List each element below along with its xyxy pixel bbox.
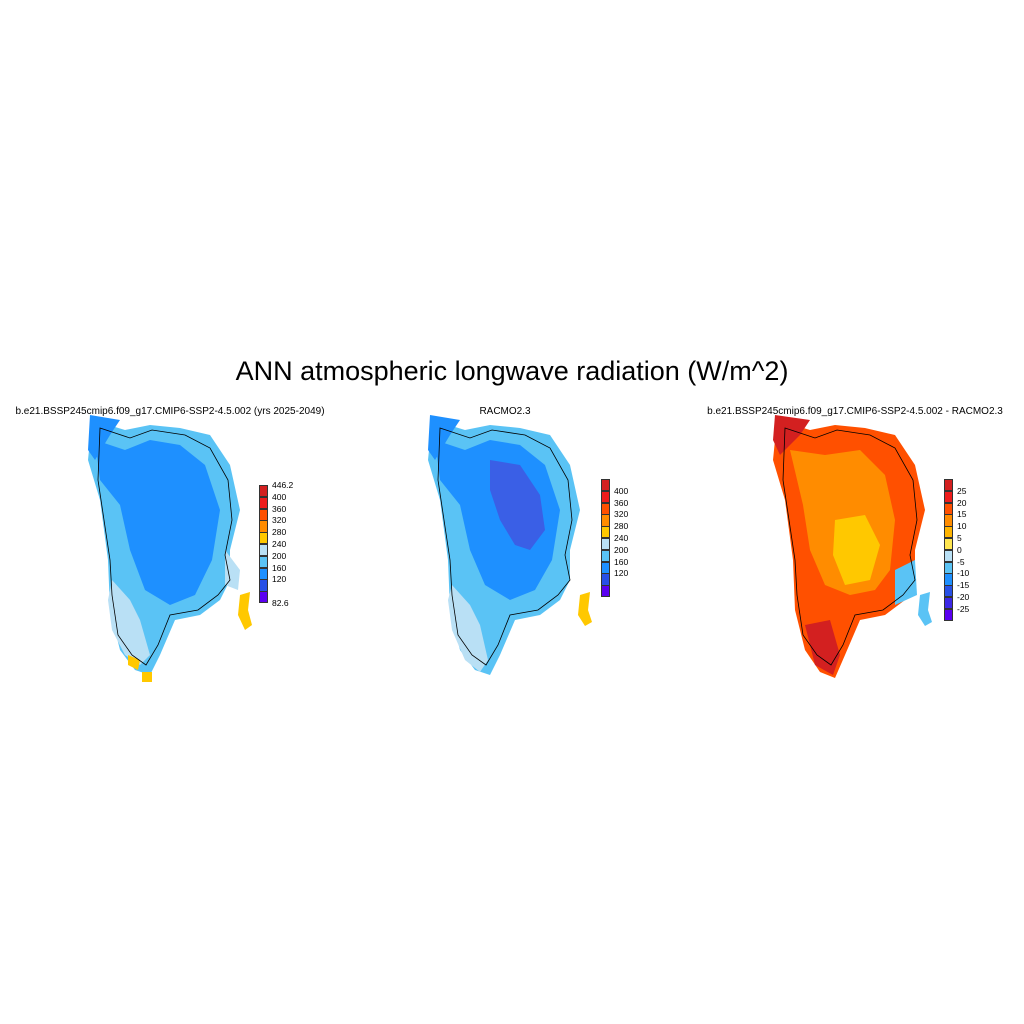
colorbar-swatch (601, 526, 610, 539)
colorbar-swatch (259, 520, 268, 533)
panel-2-map-svg (428, 415, 592, 675)
colorbar-swatch (259, 508, 268, 521)
colorbar-tick-label: 120 (614, 568, 629, 579)
colorbar-swatch (944, 490, 953, 504)
diff-south (805, 620, 840, 675)
fringe-south (108, 580, 150, 665)
colorbar-swatch (601, 561, 610, 574)
colorbar-tick-label: 20 (957, 497, 967, 508)
panel-2-title: RACMO2.3 (479, 406, 531, 417)
colorbar-tick-label: -15 (957, 580, 970, 591)
colorbar-tick-label: 82.6 (272, 598, 289, 608)
colorbar-tick-label: 160 (272, 562, 287, 573)
diff-east-neg (895, 560, 917, 605)
colorbar-tick-label: 160 (614, 556, 629, 567)
panel-1-map (80, 410, 320, 690)
colorbar-tick-label: 200 (272, 550, 287, 561)
colorbar-swatch (944, 479, 953, 492)
panel-1-map-svg (88, 415, 252, 682)
colorbar-swatch (259, 485, 268, 498)
panel-2-map (420, 410, 660, 690)
colorbar-tick-label: 280 (614, 521, 629, 532)
colorbar-tick-label: 200 (614, 544, 629, 555)
colorbar-tick-label: 25 (957, 485, 967, 496)
colorbar-swatch (601, 502, 610, 515)
colorbar-swatch (944, 561, 953, 574)
colorbar-tick-label: 0 (957, 544, 962, 555)
colorbar-swatch (601, 490, 610, 504)
colorbar-tick-label: 240 (272, 539, 287, 549)
diff-core (833, 515, 880, 585)
colorbar-swatch (601, 514, 610, 527)
colorbar-tick-label: 400 (614, 485, 629, 496)
colorbar-swatch (944, 608, 953, 622)
colorbar-swatch (601, 573, 610, 586)
colorbar-swatch (944, 538, 953, 551)
colorbar-tick-label: -10 (957, 568, 970, 579)
fringe-east (225, 550, 240, 590)
colorbar-tick-label: 10 (957, 521, 967, 532)
coastline (782, 427, 918, 666)
colorbar-tick-label: 15 (957, 509, 967, 520)
ice-core (490, 460, 545, 550)
nw-block (88, 415, 120, 460)
coastline (97, 427, 233, 666)
colorbar-tick-label: 360 (272, 503, 287, 514)
colorbar-swatch (259, 567, 268, 580)
colorbar-tick-label: -25 (957, 603, 970, 614)
colorbar-swatch (944, 585, 953, 598)
tip-warm-2 (142, 672, 152, 682)
colorbar-tick-label: 240 (614, 533, 629, 543)
ice-interior (95, 440, 220, 605)
colorbar-swatch (259, 532, 268, 545)
colorbar-swatch (601, 479, 610, 492)
colorbar-swatch (944, 502, 953, 515)
diff-nw (773, 415, 810, 455)
colorbar-swatch (259, 496, 268, 510)
panel-3-map-svg (773, 415, 932, 678)
colorbar-swatch (944, 549, 953, 563)
colorbar-tick-label: -20 (957, 592, 970, 602)
colorbar-swatch (259, 555, 268, 569)
colorbar-tick-label: 280 (272, 527, 287, 538)
colorbar-swatch (259, 544, 268, 557)
island (918, 592, 932, 626)
nw-block (428, 415, 460, 460)
colorbar-swatch (944, 526, 953, 539)
colorbar-swatch (259, 591, 268, 604)
colorbar-tick-label: -5 (957, 556, 965, 567)
figure-title: ANN atmospheric longwave radiation (W/m^… (235, 356, 789, 386)
fringe-south (448, 585, 488, 672)
colorbar-tick-label: 5 (957, 533, 962, 543)
colorbar-tick-label: 320 (272, 515, 287, 526)
colorbar-tick-label: 320 (614, 509, 629, 520)
colorbar-swatch (944, 573, 953, 586)
colorbar-tick-label: 120 (272, 574, 287, 585)
colorbar-tick-label: 400 (272, 491, 287, 502)
colorbar-tick-label: 446.2 (272, 480, 294, 490)
coastline (437, 427, 573, 666)
colorbar-swatch (944, 597, 953, 610)
panel-3-map (765, 410, 1005, 690)
colorbar-tick-label: 360 (614, 497, 629, 508)
island (238, 592, 252, 630)
colorbar-swatch (601, 538, 610, 551)
colorbar-swatch (944, 514, 953, 527)
island (578, 592, 592, 626)
colorbar-swatch (601, 585, 610, 598)
colorbar-swatch (601, 549, 610, 563)
panel-1-title: b.e21.BSSP245cmip6.f09_g17.CMIP6-SSP2-4.… (15, 406, 325, 417)
panel-3-title: b.e21.BSSP245cmip6.f09_g17.CMIP6-SSP2-4.… (707, 406, 1003, 417)
colorbar-swatch (259, 579, 268, 592)
